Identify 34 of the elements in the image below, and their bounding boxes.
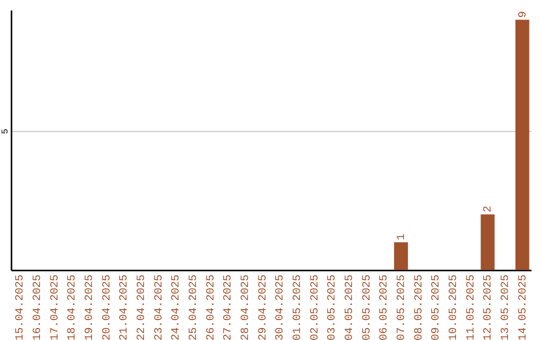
- x-tick-label: 27.04.2025: [222, 274, 235, 340]
- x-tick-label: 18.04.2025: [66, 274, 79, 340]
- x-tick-label: 29.04.2025: [257, 274, 270, 340]
- x-tick-label: 04.05.2025: [344, 274, 356, 340]
- data-label: 9: [517, 11, 530, 18]
- x-tick-label: 07.05.2025: [396, 274, 408, 340]
- x-tick-label: 26.04.2025: [205, 274, 218, 340]
- x-tick-label: 01.05.2025: [292, 274, 304, 340]
- x-tick-label: 02.05.2025: [309, 274, 322, 340]
- x-tick-label: 09.05.2025: [430, 274, 443, 340]
- data-label: 2: [482, 206, 495, 212]
- x-tick-label: 08.05.2025: [413, 274, 426, 340]
- x-tick-label: 12.05.2025: [482, 274, 495, 340]
- x-tick-label: 10.05.2025: [448, 274, 460, 340]
- x-tick-label: 16.04.2025: [32, 274, 44, 340]
- y-tick-label: 5: [0, 128, 10, 134]
- x-tick-label: 25.04.2025: [188, 274, 200, 340]
- x-tick-label: 17.04.2025: [49, 274, 62, 340]
- x-tick-label: 24.04.2025: [170, 274, 183, 340]
- x-tick-label: 20.04.2025: [101, 274, 114, 340]
- x-tick-label: 30.04.2025: [274, 274, 287, 340]
- x-tick-label: 11.05.2025: [465, 274, 478, 340]
- data-label: 1: [396, 233, 408, 240]
- x-tick-label: 19.04.2025: [84, 274, 96, 340]
- x-tick-label: 13.05.2025: [500, 274, 512, 340]
- x-tick-label: 06.05.2025: [378, 274, 391, 340]
- x-tick-label: 15.04.2025: [14, 274, 27, 340]
- x-tick-label: 22.04.2025: [136, 274, 148, 340]
- x-tick-label: 21.04.2025: [118, 274, 131, 340]
- x-tick-label: 14.05.2025: [517, 274, 530, 340]
- x-tick-label: 28.04.2025: [240, 274, 252, 340]
- x-tick-label: 05.05.2025: [361, 274, 374, 340]
- x-tick-label: 03.05.2025: [326, 274, 339, 340]
- x-tick-label: 23.04.2025: [153, 274, 166, 340]
